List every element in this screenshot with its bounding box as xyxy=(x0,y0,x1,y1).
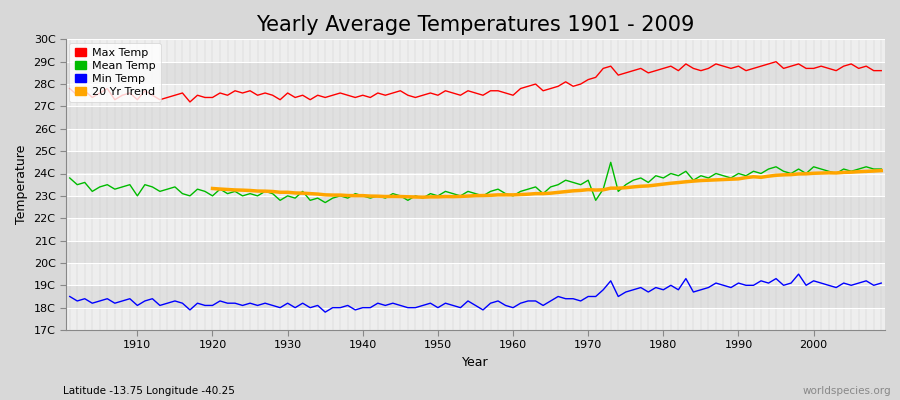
Bar xyxy=(66,218,885,240)
Bar xyxy=(66,308,885,330)
Legend: Max Temp, Mean Temp, Min Temp, 20 Yr Trend: Max Temp, Mean Temp, Min Temp, 20 Yr Tre… xyxy=(69,43,161,102)
Text: worldspecies.org: worldspecies.org xyxy=(803,386,891,396)
Bar xyxy=(66,62,885,84)
Bar xyxy=(66,39,885,62)
X-axis label: Year: Year xyxy=(463,356,489,369)
Bar xyxy=(66,196,885,218)
Text: Latitude -13.75 Longitude -40.25: Latitude -13.75 Longitude -40.25 xyxy=(63,386,235,396)
Title: Yearly Average Temperatures 1901 - 2009: Yearly Average Temperatures 1901 - 2009 xyxy=(256,15,695,35)
Bar xyxy=(66,129,885,151)
Bar xyxy=(66,174,885,196)
Bar xyxy=(66,151,885,174)
Bar xyxy=(66,106,885,129)
Bar xyxy=(66,84,885,106)
Bar xyxy=(66,285,885,308)
Y-axis label: Temperature: Temperature xyxy=(15,145,28,224)
Bar xyxy=(66,263,885,285)
Bar xyxy=(66,240,885,263)
